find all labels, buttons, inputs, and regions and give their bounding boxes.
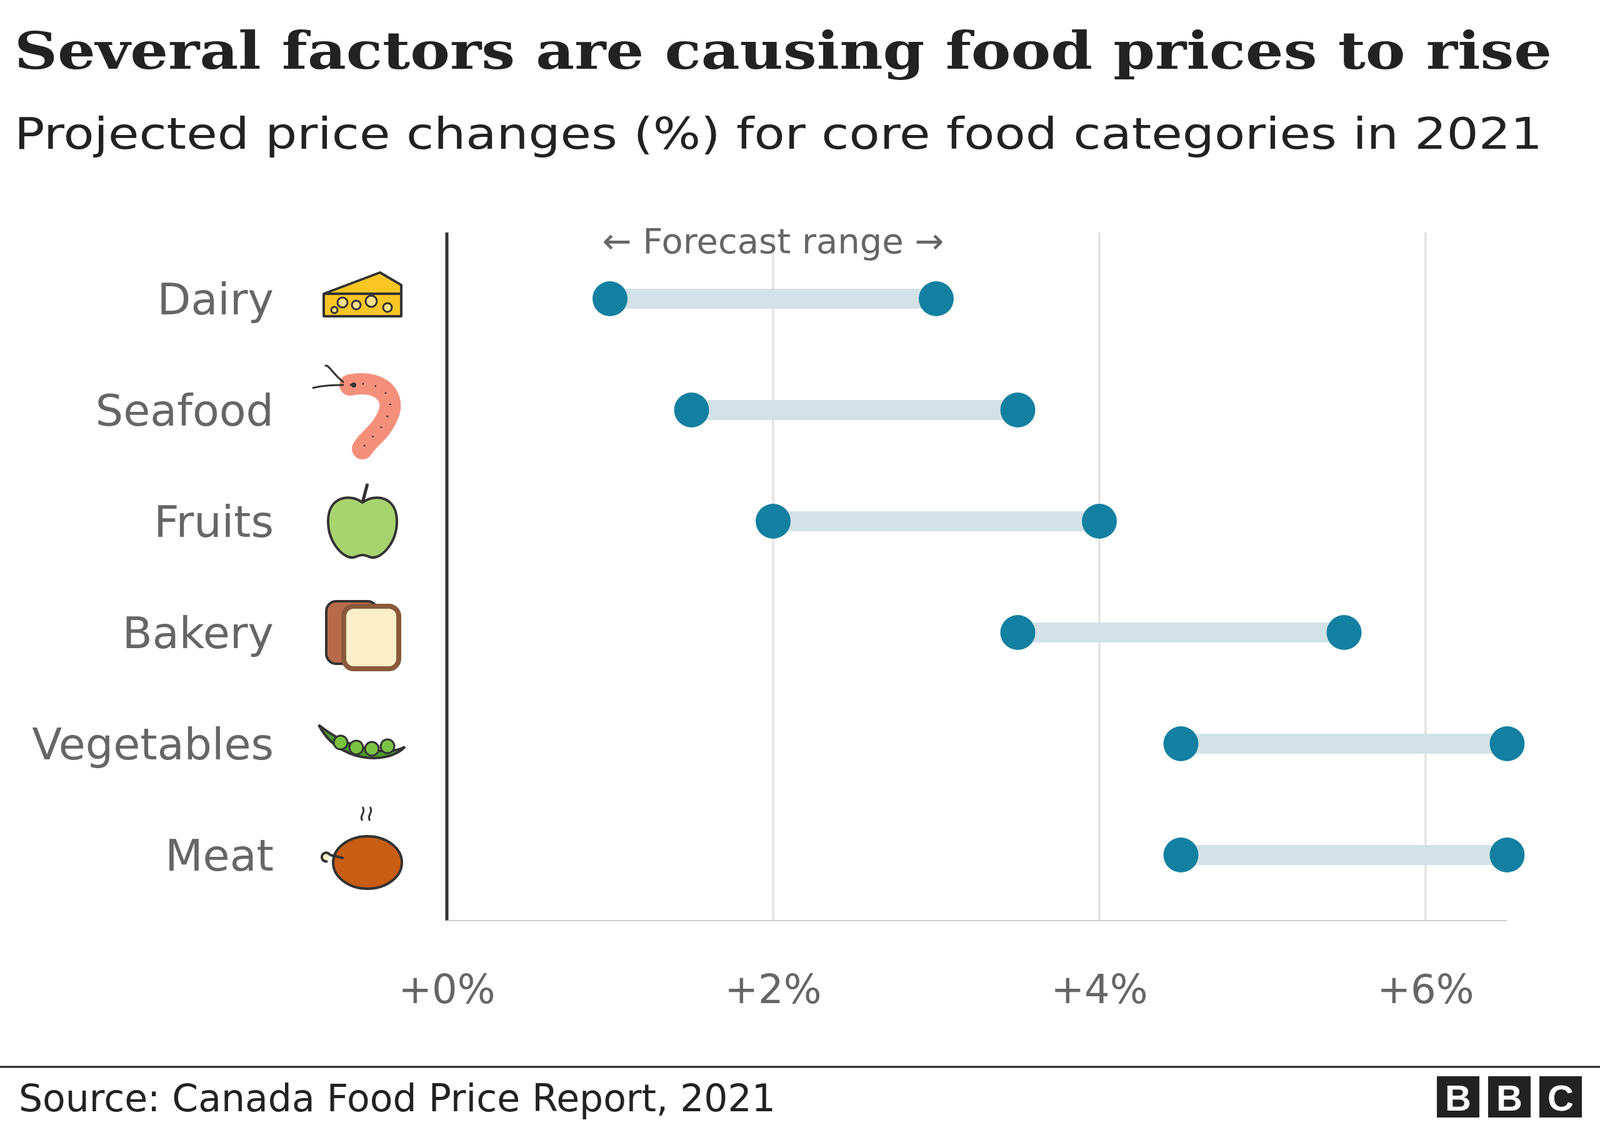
icon-shape — [312, 365, 344, 389]
x-axis-line — [446, 920, 1508, 922]
icon-shape — [321, 852, 344, 862]
logo-box — [1488, 1076, 1531, 1118]
icon-shape — [333, 735, 348, 750]
icon — [312, 365, 390, 449]
icon-shape — [349, 740, 364, 755]
category-label: Fruits — [153, 496, 274, 548]
zero-line — [445, 232, 449, 921]
grid-line — [771, 232, 775, 921]
icon — [323, 272, 402, 317]
range-bar — [773, 511, 1100, 532]
high-dot — [1326, 615, 1362, 650]
marks — [592, 281, 1525, 873]
low-dot — [674, 392, 710, 428]
icon-shape — [361, 806, 371, 821]
category-label: Meat — [165, 830, 274, 882]
icon-shape — [337, 297, 348, 308]
icon-shape — [343, 606, 399, 669]
range-bar — [610, 288, 937, 309]
category-label: Seafood — [95, 385, 274, 437]
logo-text: BBC — [1445, 1077, 1574, 1119]
icon — [328, 483, 397, 558]
logo-letter: B — [1445, 1077, 1472, 1119]
icon-shape — [351, 382, 357, 388]
low-dot — [592, 281, 628, 317]
category-label: Bakery — [122, 607, 274, 659]
logo-letter: B — [1496, 1077, 1523, 1119]
category-label: Vegetables — [31, 718, 274, 770]
subtitle: Projected price changes (%) for core foo… — [14, 108, 1543, 160]
low-dot — [1163, 837, 1199, 873]
high-dot — [1490, 837, 1525, 873]
logo-letter: C — [1547, 1077, 1574, 1119]
icon-shape — [350, 383, 390, 449]
tick-label: +2% — [724, 966, 822, 1013]
grid-line — [1098, 232, 1101, 921]
chart: Several factors are causing food prices … — [0, 0, 1600, 1125]
range-bar — [1181, 845, 1508, 865]
title: Several factors are causing food prices … — [14, 20, 1552, 81]
icon-shape — [323, 272, 402, 317]
high-dot — [1000, 392, 1036, 428]
tick-label: +0% — [398, 966, 495, 1013]
low-dot — [1163, 726, 1199, 762]
icon-shape — [351, 300, 361, 310]
grid — [446, 232, 1426, 921]
high-dot — [1490, 726, 1525, 762]
icon-shape — [323, 292, 402, 295]
high-dot — [918, 281, 954, 317]
logo-box — [1436, 1076, 1480, 1118]
footer-rule — [0, 1066, 1600, 1069]
range-bar — [1181, 733, 1508, 754]
high-dot — [1081, 503, 1117, 539]
low-dot — [1000, 615, 1036, 650]
icon — [321, 806, 402, 889]
icon-shape — [362, 483, 368, 503]
icon-shape — [318, 725, 405, 759]
icon-shape — [383, 303, 392, 312]
icon-shape — [328, 497, 397, 558]
logo-box — [1539, 1076, 1582, 1118]
source: Source: Canada Food Price Report, 2021 — [18, 1076, 776, 1120]
annotation: ← Forecast range → — [601, 220, 944, 262]
low-dot — [755, 503, 791, 539]
icon-shape — [365, 295, 377, 307]
range-bar — [1018, 622, 1345, 643]
icon — [318, 725, 405, 759]
icon-shape — [380, 739, 395, 754]
logo: BBC — [1436, 1076, 1582, 1119]
category-label: Dairy — [157, 273, 274, 325]
range-bar — [691, 400, 1019, 420]
tick-label: +4% — [1050, 966, 1148, 1013]
icon — [326, 601, 399, 669]
icon-shape — [350, 383, 390, 449]
background — [0, 0, 1600, 1125]
grid-line — [1424, 232, 1427, 921]
icon-shape — [365, 741, 379, 756]
icon-shape — [333, 836, 402, 889]
icon-shape — [331, 306, 338, 314]
tick-label: +6% — [1376, 966, 1474, 1013]
